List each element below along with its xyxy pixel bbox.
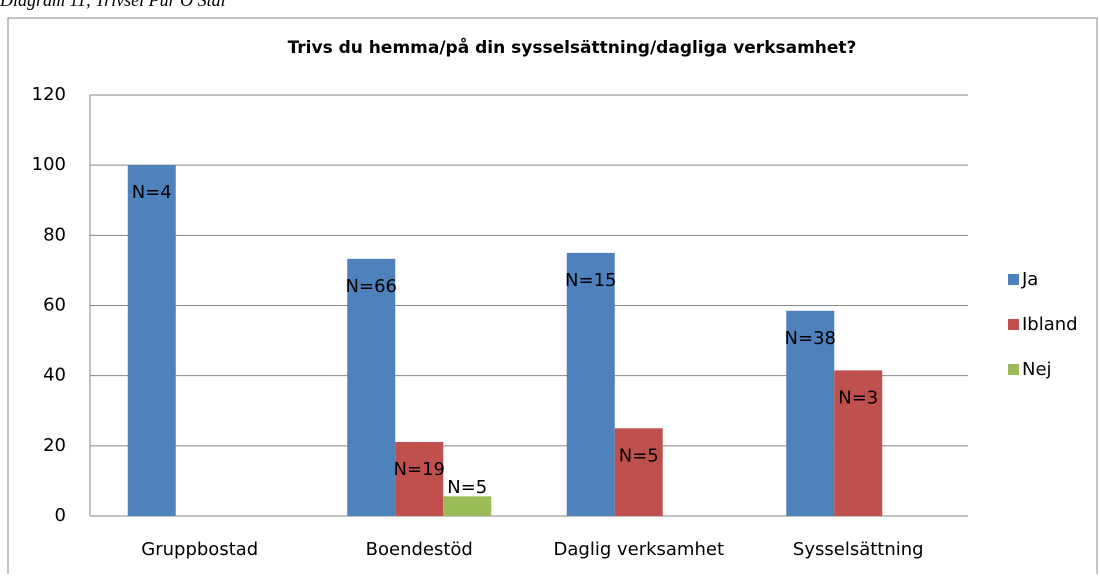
y-tick-label: 20 [43,435,66,456]
x-tick-label: Boendestöd [366,539,473,560]
legend-swatch [1008,319,1019,330]
legend-label: Nej [1022,359,1052,380]
legend-swatch [1008,364,1019,375]
data-label: N=19 [394,459,445,480]
chart-border [7,17,1098,578]
bar [347,258,396,516]
y-tick-label: 100 [32,154,66,175]
legend-swatch [1008,274,1019,285]
data-label: N=15 [565,270,616,291]
data-label: N=5 [619,445,659,466]
legend-label: Ibland [1022,314,1078,335]
legend-label: Ja [1021,269,1038,290]
x-tick-label: Gruppbostad [141,539,258,560]
data-label: N=38 [785,328,836,349]
data-label: N=3 [838,387,878,408]
x-tick-label: Daglig verksamhet [554,539,725,560]
bar [127,165,176,516]
bar [786,310,835,516]
y-tick-label: 60 [43,295,66,316]
y-tick-label: 120 [32,84,66,105]
bar [395,441,444,516]
data-label: N=66 [346,276,397,297]
y-tick-label: 80 [43,224,66,245]
bar [834,370,883,516]
data-label: N=4 [132,182,172,203]
bar [566,252,615,516]
chart-title: Trivs du hemma/på din sysselsättning/dag… [288,36,857,58]
x-tick-label: Sysselsättning [793,539,924,560]
caption: Diagram 11, Trivsel Pur O Stål [0,0,226,10]
bar [443,496,492,516]
data-label: N=5 [447,477,487,498]
y-tick-label: 0 [55,505,66,526]
y-tick-label: 40 [43,365,66,386]
bar [614,428,663,516]
